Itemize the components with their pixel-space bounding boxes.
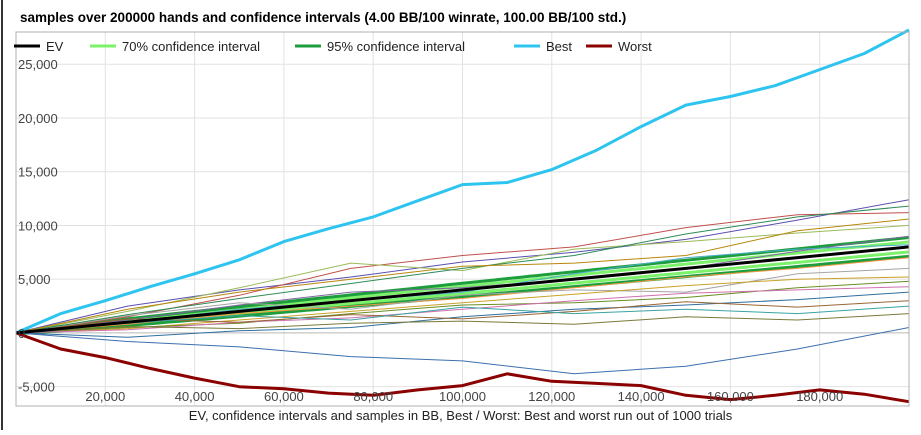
series-sample-15: [15, 327, 910, 375]
x-tick-label: 80,000: [353, 389, 393, 404]
chart-caption: EV, confidence intervals and samples in …: [188, 408, 733, 423]
legend-item-95-confidence-interval: 95% confidence interval: [295, 39, 465, 54]
y-tick-label: 0: [18, 326, 25, 341]
series-sample-17: [15, 218, 910, 334]
series-sample-4: [15, 235, 910, 334]
legend-item-worst: Worst: [586, 39, 652, 54]
x-tick-label: 140,000: [618, 389, 665, 404]
series-ev: [15, 245, 910, 335]
legend-label: 70% confidence interval: [122, 39, 260, 54]
x-tick-label: 120,000: [528, 389, 575, 404]
95-confidence-interval-lower: [15, 254, 910, 335]
legend-label: Best: [546, 39, 572, 54]
legend-label: 95% confidence interval: [327, 39, 465, 54]
legend-item-best: Best: [514, 39, 572, 54]
x-tick-label: 20,000: [85, 389, 125, 404]
series-sample-16: [15, 205, 910, 334]
series-worst: [15, 331, 910, 404]
x-tick-label: 60,000: [264, 389, 304, 404]
legend-label: EV: [46, 39, 64, 54]
series-sample-7: [15, 267, 910, 334]
series-best: [15, 28, 910, 335]
y-tick-label: 20,000: [18, 111, 58, 126]
y-tick-label: 15,000: [18, 165, 58, 180]
x-tick-label: 100,000: [439, 389, 486, 404]
series-lines: [15, 28, 910, 404]
legend: EV 70% confidence interval 95% confidence …: [14, 39, 652, 54]
chart-title: samples over 200000 hands and confidence…: [20, 10, 627, 25]
series-sample-1: [15, 199, 910, 334]
series-sample-13: [15, 305, 910, 334]
tick-labels: 20,000 40,000 60,000 80,000 100,000 120,000 14…: [18, 57, 843, 404]
legend-item-70-confidence-interval: 70% confidence interval: [90, 39, 260, 54]
x-tick-label: 180,000: [796, 389, 843, 404]
series-sample-11: [15, 291, 910, 338]
y-tick-label: 25,000: [18, 57, 58, 72]
series-sample-14: [15, 313, 910, 334]
y-tick-label: -5,000: [18, 380, 55, 395]
x-tick-label: 40,000: [175, 389, 215, 404]
x-tick-label: 160,000: [707, 389, 754, 404]
legend-label: Worst: [618, 39, 652, 54]
y-tick-label: 5,000: [18, 272, 51, 287]
plot-border: [15, 31, 910, 407]
y-tick-label: 10,000: [18, 218, 58, 233]
legend-item-ev: EV: [14, 39, 64, 54]
